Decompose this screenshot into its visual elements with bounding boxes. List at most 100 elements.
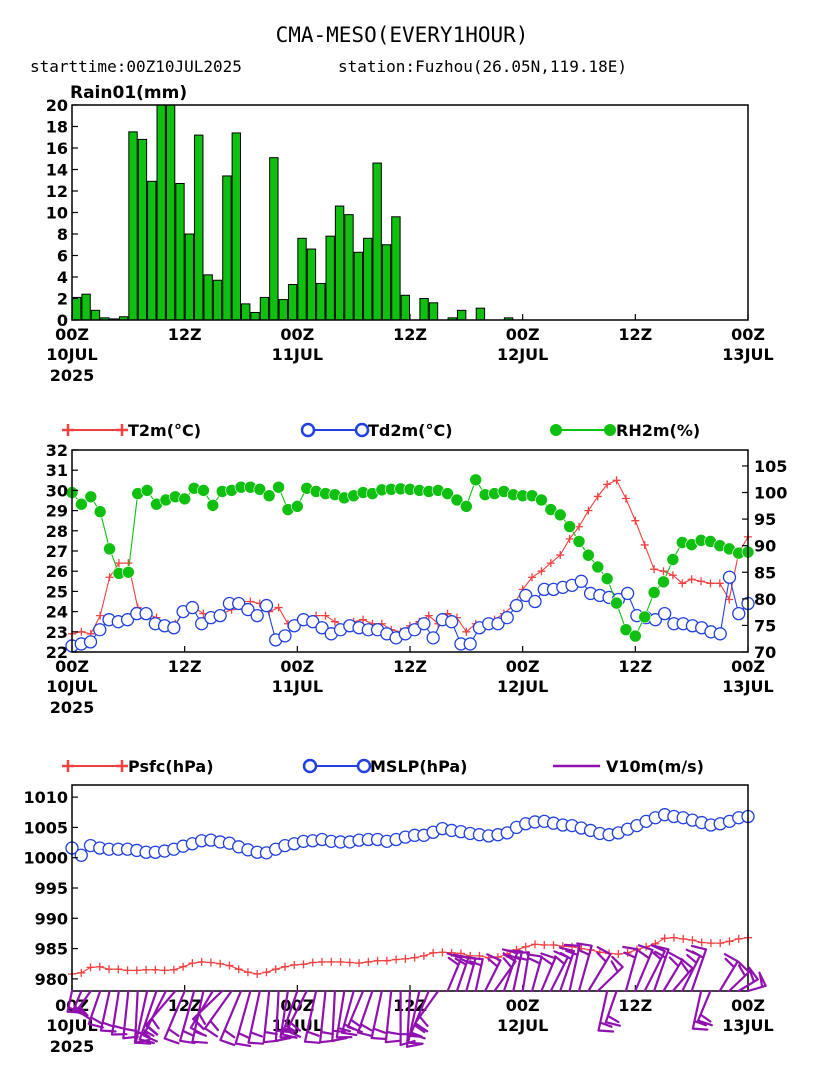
wind-barb [513, 951, 530, 993]
x-tick-hour: 00Z [506, 325, 540, 344]
x-tick-day: 10JUL [46, 345, 97, 364]
data-point-dot [122, 565, 135, 579]
y-tick-label: 12 [46, 182, 68, 201]
rain-bar [306, 248, 317, 321]
wind-barb [203, 989, 233, 1038]
wind-barb [576, 942, 593, 993]
wind-barb [144, 989, 177, 1036]
data-point-plus [575, 522, 583, 531]
wind-barb [540, 952, 557, 993]
data-point-circle [83, 635, 98, 649]
rain-bars [72, 104, 514, 321]
data-point-circle [194, 617, 209, 631]
data-point-plus [706, 939, 715, 948]
legend-label: V10m(m/s) [606, 757, 704, 776]
x-tick-day: 13JUL [722, 1016, 773, 1035]
data-point-circle [167, 621, 181, 635]
legend-label: RH2m(%) [616, 421, 700, 440]
data-point-circle [93, 623, 107, 637]
y-tick-label: 1010 [23, 788, 68, 807]
data-point-plus [359, 615, 368, 624]
data-point-plus [462, 627, 471, 636]
rain-bar [165, 104, 176, 321]
data-point-plus [631, 516, 640, 525]
data-point-plus [688, 936, 697, 945]
data-point-circle [417, 617, 431, 631]
legend-marker [604, 424, 616, 436]
data-point-circle [278, 629, 292, 643]
data-point-dot [582, 548, 595, 562]
legend-marker [116, 760, 128, 772]
data-point-plus [438, 948, 447, 957]
y-tick-label: 100 [754, 484, 787, 503]
rain-bar [156, 104, 166, 321]
rain-bar [241, 303, 251, 321]
data-point-plus [540, 940, 549, 949]
data-point-plus [95, 962, 104, 971]
pressure-wind-legend: Psfc(hPa) MSLP(hPa) V10m(m/s) [62, 757, 704, 776]
data-point-plus [419, 951, 428, 960]
rain-bar [137, 138, 148, 321]
data-point-circle [120, 613, 135, 627]
data-point-circle [315, 621, 329, 635]
rain-bar [297, 237, 307, 321]
rain-bar [259, 296, 270, 321]
data-point-plus [521, 942, 530, 951]
data-point-plus [660, 934, 669, 943]
wind-barb [558, 946, 576, 993]
data-point-circle [232, 596, 246, 611]
legend-marker [356, 758, 372, 774]
data-point-dot [140, 484, 154, 497]
legend-marker [116, 424, 128, 436]
data-point-dot [75, 497, 88, 511]
data-point-circle [519, 588, 533, 603]
wind-barbs [66, 942, 767, 1048]
data-point-dot [629, 629, 642, 643]
rain-bar [363, 237, 373, 321]
y-tick-label: 31 [46, 461, 68, 480]
wind-barb [746, 971, 767, 993]
wind-barb [285, 989, 308, 1038]
data-point-plus [169, 965, 178, 974]
data-point-dot [469, 473, 483, 487]
data-point-circle [509, 598, 524, 613]
data-point-circle [574, 574, 588, 588]
data-point-plus [410, 953, 419, 962]
data-point-dot [103, 542, 116, 556]
rain-bar [400, 294, 411, 321]
rain-bar [194, 134, 204, 321]
rain-bar [325, 235, 335, 321]
data-point-circle [250, 608, 264, 623]
data-point-plus [659, 567, 668, 576]
data-point-plus [271, 965, 280, 974]
wind-barb [653, 944, 670, 993]
data-point-circle [213, 608, 227, 623]
data-point-plus [234, 965, 243, 974]
data-point-plus [197, 957, 206, 966]
data-point-plus [123, 966, 132, 975]
rain-bar [334, 205, 345, 321]
data-point-circle [620, 586, 635, 601]
wind-barb [234, 989, 252, 1047]
data-point-plus [364, 957, 373, 966]
x-tick-day: 11JUL [272, 345, 323, 364]
rain-bar [212, 279, 223, 321]
data-point-dot [544, 503, 558, 516]
humidity-y-axis: 70 75 80 85 90 95 100 105 [742, 457, 787, 662]
y-tick-label: 18 [46, 118, 68, 137]
rain-bar [353, 251, 364, 321]
y-tick-label: 0 [57, 311, 68, 330]
rain-bar [287, 284, 298, 321]
y-tick-label: 70 [754, 643, 776, 662]
y-tick-label: 6 [57, 247, 68, 266]
pressure-y-axis: 980 985 990 995 1000 1005 1010 [23, 788, 78, 989]
rain-panel-title: Rain01(mm) [70, 83, 187, 103]
rain-bar [90, 309, 101, 321]
data-point-circle [407, 623, 422, 637]
data-point-dot [262, 489, 276, 503]
rain-bar [128, 131, 138, 321]
data-point-plus [86, 963, 95, 972]
y-tick-label: 8 [57, 225, 68, 244]
data-point-circle [658, 606, 672, 621]
